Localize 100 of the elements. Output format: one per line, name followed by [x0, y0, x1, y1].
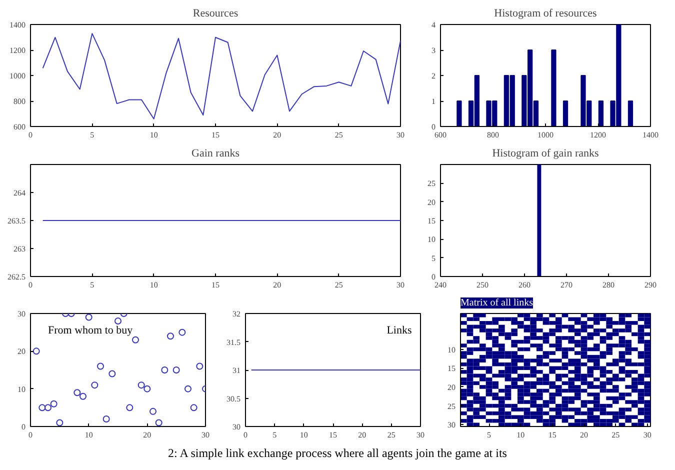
- point: [144, 385, 151, 392]
- x-tick-label: 15: [212, 130, 220, 140]
- x-tick-label: 25: [334, 280, 343, 290]
- x-tick-label: 1400: [642, 130, 658, 140]
- x-tick-label: 5: [272, 430, 277, 440]
- x-tick-label: 20: [358, 430, 366, 440]
- point: [38, 404, 46, 412]
- y-tick-label: 31.5: [226, 338, 240, 347]
- y-tick-label: 32: [232, 310, 240, 318]
- y-tick-label: 600: [14, 122, 26, 132]
- point: [85, 314, 92, 321]
- x-tick-label: 10: [84, 430, 93, 440]
- x-tick-label: 25: [612, 430, 620, 440]
- point: [126, 404, 134, 412]
- x-tick-label: 280: [602, 280, 614, 290]
- x-tick-label: 5: [90, 280, 94, 290]
- x-tick-label: 10: [516, 430, 525, 440]
- y-tick-label: 20: [448, 382, 456, 392]
- y-tick-label: 30: [18, 310, 26, 318]
- y-tick-label: 31: [232, 366, 240, 375]
- x-tick-label: 10: [150, 130, 158, 140]
- text: Links: [386, 324, 412, 336]
- point: [161, 366, 168, 374]
- x-tick-label: 0: [244, 430, 248, 440]
- x-tick-label: 20: [580, 430, 588, 440]
- point: [50, 400, 58, 408]
- y-tick-label: 263: [14, 244, 26, 254]
- x-tick-label: 0: [28, 130, 32, 140]
- x-tick-label: 30: [416, 430, 424, 440]
- x-tick-label: 30: [396, 130, 404, 140]
- text: 2: A simple link exchange process where all agents join the game at its: [168, 445, 507, 462]
- point: [80, 392, 86, 400]
- chart-title: Resources: [192, 8, 238, 20]
- y-tick-label: 4: [432, 20, 436, 30]
- y-tick-label: 10: [428, 235, 436, 244]
- x-tick-label: 25: [387, 430, 396, 440]
- x-tick-label: 5: [487, 430, 491, 440]
- point: [196, 362, 204, 370]
- x-tick-label: 30: [643, 430, 652, 440]
- y-tick-label: 30: [232, 422, 240, 432]
- point: [108, 370, 116, 378]
- point: [97, 362, 104, 370]
- y-tick-label: 1200: [10, 46, 26, 55]
- point: [167, 332, 174, 340]
- point: [178, 328, 186, 336]
- point: [150, 408, 156, 415]
- x-tick-label: 30: [396, 280, 404, 290]
- text: From whom to buy: [48, 324, 134, 336]
- x-tick-label: 1200: [590, 130, 606, 140]
- point: [114, 318, 122, 325]
- point: [190, 404, 198, 412]
- x-tick-label: 10: [300, 430, 308, 440]
- line-series: [42, 33, 400, 120]
- y-tick-label: 10: [448, 345, 456, 354]
- y-tick-label: 15: [448, 364, 456, 374]
- y-tick-label: 800: [14, 97, 26, 106]
- y-tick-label: 263.5: [8, 216, 26, 226]
- y-tick-label: 1: [432, 97, 436, 106]
- y-tick-label: 15: [428, 216, 436, 226]
- x-tick-label: 800: [487, 130, 499, 140]
- point: [44, 404, 52, 412]
- point: [102, 415, 110, 422]
- x-tick-label: 1000: [538, 130, 554, 140]
- x-tick-label: 25: [334, 130, 343, 140]
- point: [74, 389, 81, 396]
- x-tick-label: 260: [518, 280, 530, 290]
- x-tick-label: 30: [202, 430, 210, 440]
- y-tick-label: 0: [432, 122, 436, 132]
- point: [91, 382, 98, 389]
- y-tick-label: 20: [428, 198, 436, 207]
- point: [155, 419, 162, 426]
- x-tick-label: 270: [560, 280, 572, 290]
- x-tick-label: 20: [273, 130, 282, 140]
- y-tick-label: 10: [18, 384, 26, 394]
- point: [32, 348, 40, 355]
- y-tick-label: 0: [432, 272, 436, 282]
- point: [56, 419, 64, 426]
- x-tick-label: 0: [28, 280, 32, 290]
- y-tick-label: 0: [22, 422, 26, 432]
- x-tick-label: 15: [329, 430, 337, 440]
- x-tick-label: 0: [28, 430, 32, 440]
- point: [138, 382, 145, 389]
- x-tick-label: 250: [476, 280, 488, 290]
- x-tick-label: 290: [644, 280, 656, 290]
- y-tick-label: 25: [428, 179, 436, 188]
- y-tick-label: 20: [18, 347, 26, 356]
- y-tick-label: 1000: [10, 72, 26, 80]
- x-tick-label: 20: [273, 280, 282, 290]
- x-tick-label: 10: [150, 280, 158, 290]
- chart-title: Matrix of all links: [460, 298, 534, 308]
- x-tick-label: 15: [212, 280, 220, 290]
- x-tick-label: 5: [90, 130, 94, 140]
- chart-title: Histogram of gain ranks: [492, 148, 599, 160]
- chart-title: Histogram of resources: [494, 8, 597, 20]
- y-tick-label: 5: [432, 254, 436, 263]
- y-tick-label: 30: [448, 420, 456, 430]
- point: [132, 336, 139, 344]
- chart-title: Gain ranks: [192, 148, 240, 160]
- y-tick-label: 30.5: [226, 394, 240, 404]
- y-tick-label: 3: [432, 46, 436, 55]
